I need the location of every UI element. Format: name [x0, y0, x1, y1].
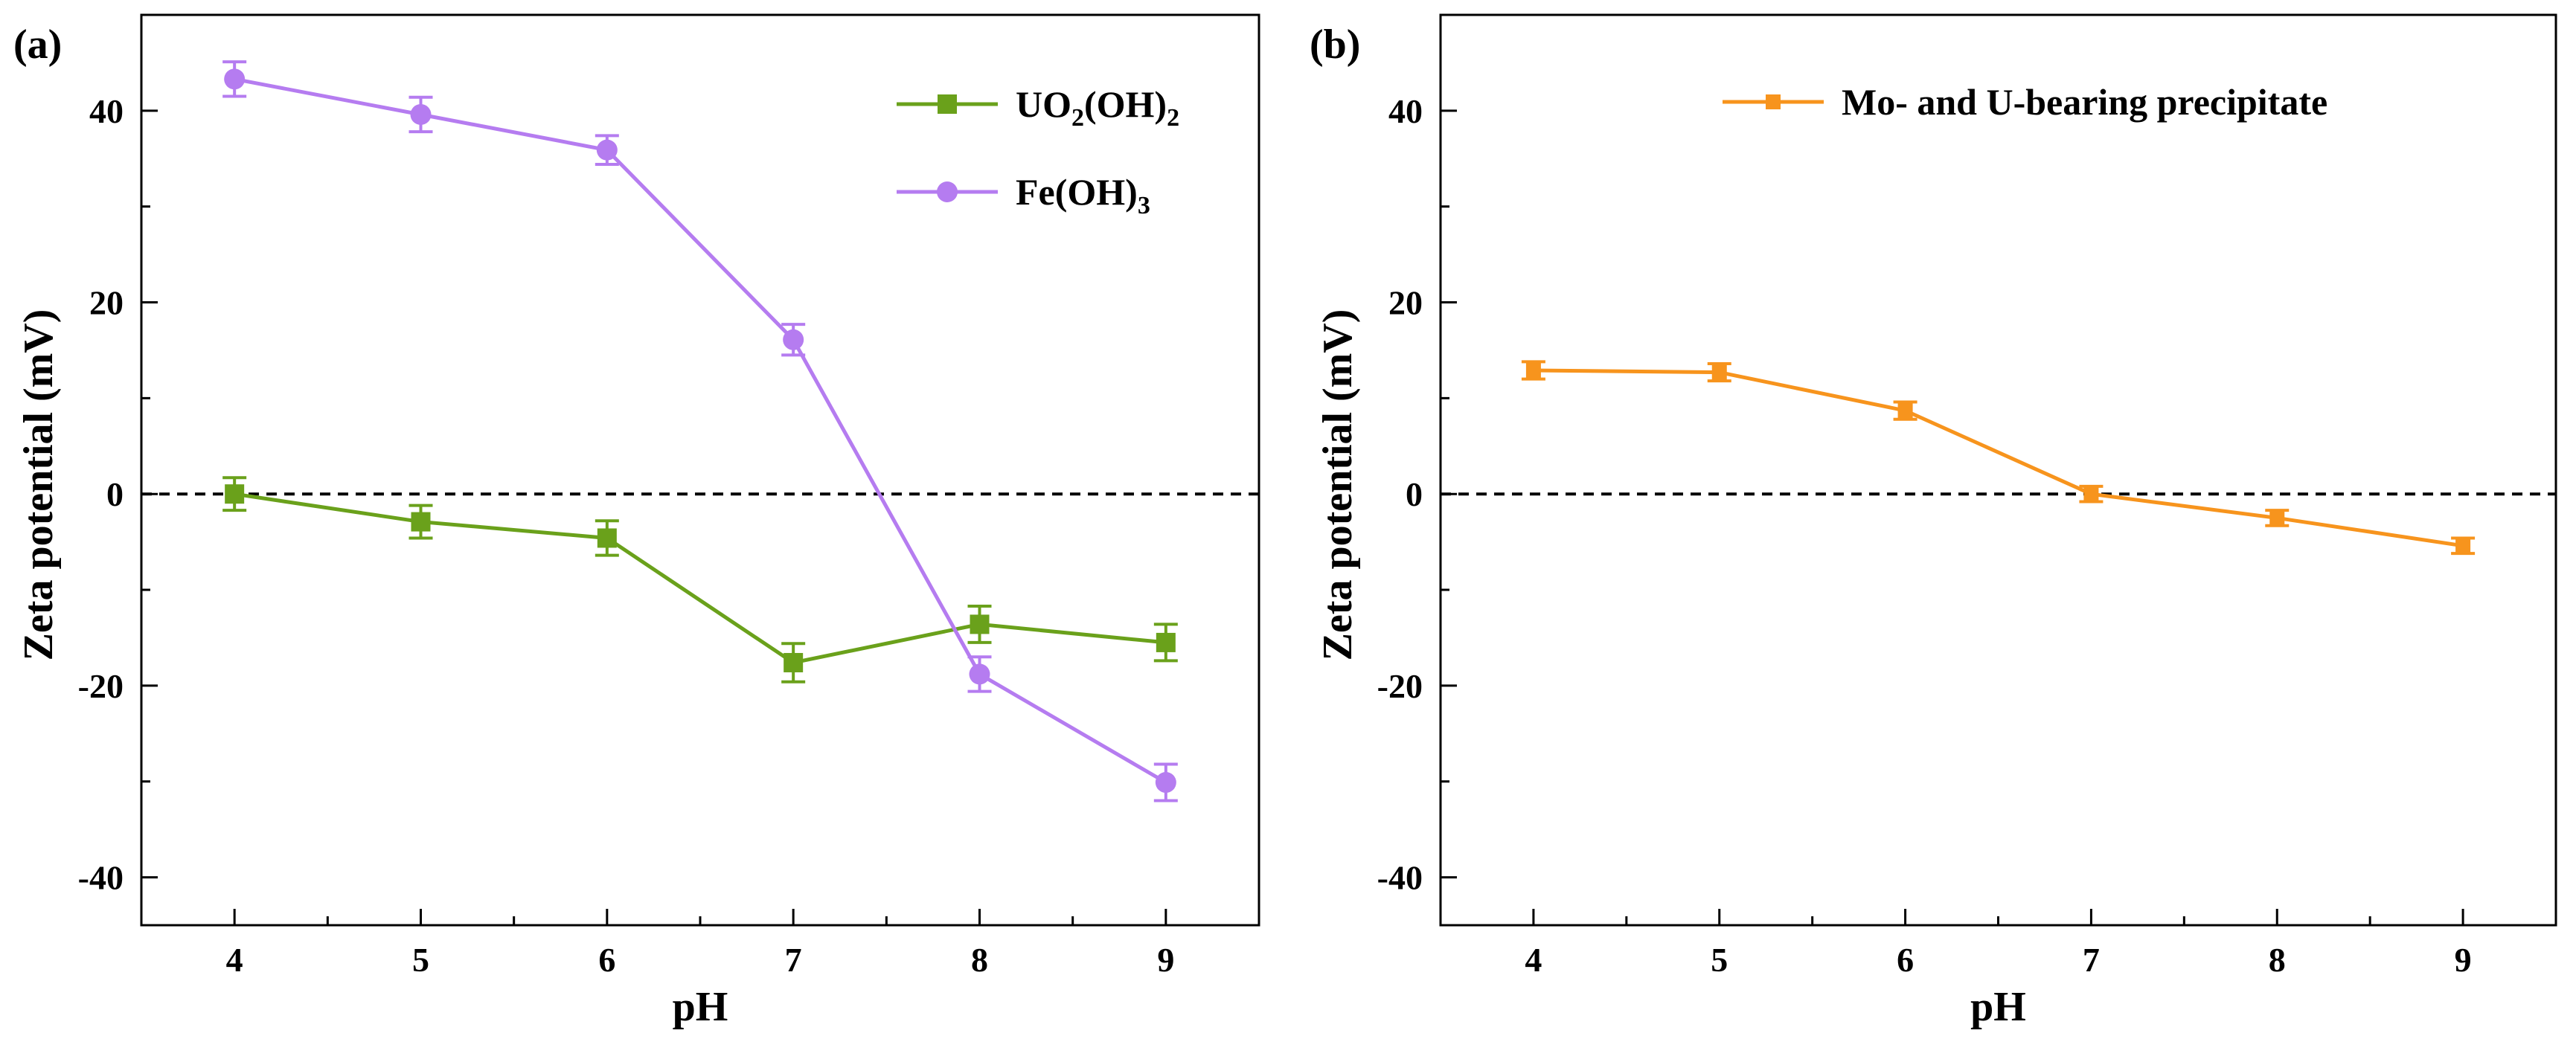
data-point: [1711, 364, 1727, 380]
x-axis-title: pH: [673, 984, 728, 1030]
legend-label-part: (OH): [1084, 83, 1167, 125]
data-point: [2269, 510, 2285, 526]
x-tick-label: 9: [1157, 941, 1174, 979]
x-tick-label: 6: [598, 941, 615, 979]
x-tick-label: 4: [226, 941, 243, 979]
legend-label-part: 3: [1138, 192, 1150, 219]
series-line: [234, 77, 1167, 785]
y-tick-label: 40: [1388, 92, 1423, 130]
legend-label: Mo- and U-bearing precipitate: [1842, 81, 2327, 123]
panel-b: -40 -20 0 20 40 4 5 6 7 8 9 pH Zeta potential (mV) (b…: [1310, 13, 2557, 1030]
y-tick-label: 20: [89, 284, 124, 322]
legend-entry: Fe(OH)3: [897, 171, 1150, 219]
y-tick-label: -40: [78, 859, 124, 897]
data-point: [411, 512, 431, 532]
y-tick-label: -20: [78, 667, 124, 705]
y-tick-label: 0: [106, 475, 124, 513]
data-point: [1897, 403, 1913, 419]
data-point: [224, 68, 246, 90]
legend-marker: [937, 181, 958, 202]
x-tick-label: 7: [785, 941, 802, 979]
x-tick-label: 8: [2269, 941, 2286, 979]
data-point: [410, 103, 432, 125]
data-point: [1155, 772, 1176, 794]
data-point: [225, 484, 245, 504]
y-tick-label: -20: [1377, 667, 1423, 705]
legend-label-part: UO: [1016, 83, 1071, 125]
panel-label: (a): [13, 22, 62, 68]
legend-label: UO2(OH)2: [1016, 83, 1179, 132]
plot-frame: [1439, 13, 2557, 927]
series-line: [234, 492, 1167, 665]
y-tick-label: -40: [1377, 859, 1423, 897]
data-point: [969, 663, 990, 685]
x-tick-label: 4: [1525, 941, 1542, 979]
series-1: [222, 476, 1178, 683]
data-point: [1156, 632, 1176, 652]
legend-marker: [1766, 94, 1781, 109]
series-2: [222, 60, 1178, 802]
y-tick-label: 0: [1406, 475, 1423, 513]
x-tick-label: 5: [1711, 941, 1728, 979]
x-tick-label: 7: [2083, 941, 2100, 979]
x-tick-label: 6: [1897, 941, 1914, 979]
data-point: [2083, 486, 2099, 502]
x-tick-label: 9: [2455, 941, 2472, 979]
y-tick-label: 40: [89, 92, 124, 130]
data-point: [784, 652, 804, 672]
panel-a: -40 -20 0 20 40 4 5 6 7 8 9 pH Zeta potential (mV) (a…: [13, 13, 1260, 1030]
series-line: [1533, 368, 2464, 548]
x-tick-label: 8: [971, 941, 988, 979]
legend-label-part: 2: [1071, 104, 1084, 132]
legend-label: Fe(OH)3: [1016, 171, 1150, 219]
legend-label-part: Fe(OH): [1016, 171, 1138, 213]
legend-entry: UO2(OH)2: [897, 83, 1179, 132]
data-point: [597, 528, 617, 548]
data-point: [970, 614, 990, 634]
plot-frame: [140, 13, 1260, 927]
panel-label: (b): [1310, 22, 1360, 68]
y-axis-title: Zeta potential (mV): [16, 309, 62, 661]
series-1: [1521, 360, 2476, 556]
x-axis-title: pH: [1970, 984, 2026, 1030]
data-point: [1525, 363, 1541, 379]
x-tick-label: 5: [412, 941, 429, 979]
y-axis-title: Zeta potential (mV): [1315, 309, 1361, 661]
legend-marker: [938, 94, 957, 114]
legend-label-part: 2: [1167, 104, 1179, 132]
data-point: [783, 329, 804, 350]
y-tick-label: 20: [1388, 284, 1423, 322]
data-point: [2455, 538, 2471, 553]
data-point: [596, 139, 618, 161]
legend-entry: Mo- and U-bearing precipitate: [1723, 81, 2327, 123]
